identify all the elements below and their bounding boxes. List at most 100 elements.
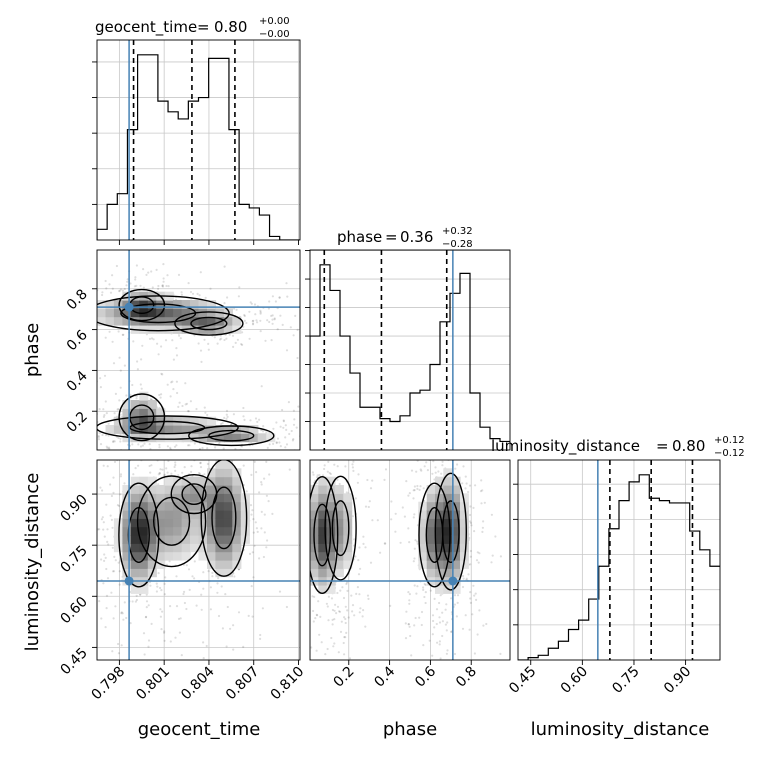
panel-phase-vs-geocent-time-sample-point bbox=[238, 286, 241, 289]
panel-distance-vs-geocent-time-density-cell bbox=[139, 526, 149, 536]
panel-phase-vs-geocent-time-sample-point bbox=[99, 386, 102, 389]
panel-distance-vs-phase-density-cell bbox=[310, 501, 319, 511]
panel-distance-vs-geocent-time-sample-point bbox=[100, 558, 103, 561]
panel-distance-vs-geocent-time-density-cell bbox=[130, 526, 140, 536]
panel-distance-vs-geocent-time-sample-point bbox=[161, 468, 164, 471]
panel-phase-vs-geocent-time-sample-point bbox=[293, 418, 296, 421]
panel-distance-vs-geocent-time-density-cell bbox=[240, 501, 250, 511]
panel-distance-vs-phase-sample-point bbox=[300, 553, 302, 555]
x-tick-label-phase: 0.6 bbox=[412, 663, 439, 690]
panel-distance-vs-geocent-time-sample-point bbox=[147, 639, 151, 642]
panel-phase-vs-geocent-time-sample-point bbox=[268, 300, 271, 303]
panel-distance-vs-phase-sample-point bbox=[324, 686, 326, 688]
panel-phase-vs-geocent-time-sample-point bbox=[193, 334, 196, 337]
panel-distance-vs-geocent-time-sample-point bbox=[170, 472, 173, 475]
panel-phase-vs-geocent-time-sample-point bbox=[105, 412, 108, 415]
panel-distance-vs-phase-density-cell bbox=[318, 493, 328, 503]
panel-distance-vs-geocent-time-sample-point bbox=[252, 531, 255, 534]
panel-distance-vs-geocent-time-sample-point bbox=[126, 451, 128, 453]
panel-distance-vs-phase-sample-point bbox=[481, 489, 484, 492]
panel-distance-vs-geocent-time-density-cell bbox=[190, 493, 200, 503]
panel-distance-vs-phase-sample-point bbox=[468, 484, 472, 487]
panel-phase-vs-geocent-time-sample-point bbox=[322, 457, 324, 459]
panel-phase-vs-geocent-time-sample-point bbox=[97, 436, 100, 439]
panel-distance-vs-phase-density-cell bbox=[335, 485, 344, 494]
panel-distance-vs-geocent-time-sample-point bbox=[145, 600, 149, 603]
panel-distance-vs-phase-frame bbox=[309, 459, 511, 661]
panel-distance-vs-geocent-time-sample-point bbox=[251, 551, 254, 554]
panel-phase-vs-geocent-time-sample-point bbox=[53, 383, 55, 385]
panel-phase-vs-geocent-time-sample-point bbox=[112, 440, 115, 443]
panel-distance-vs-geocent-time-sample-point bbox=[111, 526, 114, 529]
panel-phase-vs-geocent-time-sample-point bbox=[105, 287, 108, 290]
panel-phase-vs-geocent-time-sample-point bbox=[119, 413, 122, 416]
panel-distance-vs-phase-sample-point bbox=[453, 603, 456, 606]
panel-distance-vs-geocent-time-density-cell bbox=[207, 485, 217, 494]
panel-distance-vs-phase-sample-point bbox=[301, 529, 303, 531]
panel-phase-vs-geocent-time-sample-point bbox=[140, 387, 143, 390]
panel-distance-vs-geocent-time-density-cell bbox=[232, 501, 242, 511]
panel-distance-vs-geocent-time-sample-point bbox=[149, 584, 152, 587]
panel-phase-vs-geocent-time-sample-point bbox=[119, 440, 122, 443]
panel-phase-vs-geocent-time-sample-point bbox=[258, 457, 260, 459]
panel-phase-vs-geocent-time-contour bbox=[97, 295, 230, 332]
panel-distance-vs-geocent-time-density-cell bbox=[147, 476, 157, 486]
panel-distance-vs-phase-sample-point bbox=[413, 485, 416, 488]
panel-distance-vs-phase-sample-point bbox=[416, 484, 419, 488]
panel-distance-vs-geocent-time-sample-point bbox=[112, 491, 115, 494]
panel-phase-vs-geocent-time-sample-point bbox=[307, 447, 309, 449]
panel-distance-vs-geocent-time-sample-point bbox=[155, 582, 158, 585]
panel-distance-vs-phase-sample-point bbox=[348, 456, 350, 458]
panel-distance-vs-phase-sample-point bbox=[320, 457, 322, 459]
panel-distance-vs-geocent-time-density-cell bbox=[173, 493, 183, 503]
panel-distance-vs-phase-density-cell bbox=[343, 526, 353, 536]
panel-distance-vs-phase-density-cell bbox=[418, 526, 428, 536]
panel-phase-vs-geocent-time-sample-point bbox=[158, 443, 161, 446]
panel-phase-vs-geocent-time-density-cell bbox=[190, 300, 200, 309]
panel-distance-vs-geocent-time-density-cell bbox=[122, 560, 132, 569]
panel-distance-vs-phase-density-cell bbox=[418, 518, 428, 528]
panel-distance-vs-geocent-time-sample-point bbox=[134, 467, 137, 470]
panel-distance-vs-geocent-time-sample-point bbox=[193, 560, 196, 563]
panel-distance-vs-geocent-time-sample-point bbox=[98, 528, 101, 531]
panel-phase-vs-geocent-time-density-cell bbox=[164, 308, 174, 318]
panel-distance-vs-phase-sample-point bbox=[491, 554, 494, 557]
panel-phase-vs-geocent-time-sample-point bbox=[242, 415, 245, 418]
panel-distance-vs-geocent-time-sample-point bbox=[252, 518, 255, 521]
panel-distance-vs-phase-sample-point bbox=[469, 555, 472, 558]
panel-distance-vs-geocent-time-sample-point bbox=[105, 503, 108, 506]
panel-phase-vs-geocent-time-contour bbox=[188, 425, 275, 447]
panel-distance-vs-phase-density-cell bbox=[426, 501, 436, 511]
panel-distance-vs-geocent-time-sample-point bbox=[116, 504, 119, 507]
panel-distance-vs-phase-sample-point bbox=[413, 547, 416, 550]
panel-phase-vs-geocent-time-density-cell bbox=[122, 425, 132, 434]
panel-distance-vs-geocent-time-sample-point bbox=[164, 576, 167, 579]
panel-distance-vs-geocent-time-sample-point bbox=[123, 601, 126, 604]
panel-distance-vs-geocent-time-density-cell bbox=[156, 493, 166, 503]
panel-phase-vs-geocent-time-sample-point bbox=[196, 292, 199, 295]
panel-phase-vs-geocent-time-sample-point bbox=[254, 313, 257, 316]
panel-distance-vs-geocent-time-density-cell bbox=[232, 493, 242, 503]
panel-distance-vs-geocent-time-sample-point bbox=[163, 593, 166, 596]
panel-distance-vs-phase-sample-point bbox=[355, 592, 358, 596]
panel-distance-vs-geocent-time-sample-point bbox=[226, 605, 229, 609]
title-plus: +0.32 bbox=[442, 226, 473, 237]
panel-distance-vs-phase-density-cell bbox=[343, 560, 353, 569]
panel-distance-vs-phase-sample-point bbox=[423, 595, 426, 599]
panel-distance-vs-geocent-time-density-cell bbox=[122, 543, 132, 553]
panel-distance-vs-phase-sample-point bbox=[474, 592, 477, 595]
panel-phase-vs-geocent-time-sample-point bbox=[137, 456, 139, 458]
panel-distance-vs-geocent-time-density-cell bbox=[156, 518, 166, 528]
panel-distance-vs-geocent-time-density-cell bbox=[156, 485, 166, 494]
panel-distance-vs-phase-sample-point bbox=[453, 652, 457, 656]
panel-phase-vs-geocent-time-sample-point bbox=[45, 426, 47, 428]
panel-phase-vs-geocent-time-sample-point bbox=[290, 429, 293, 433]
panel-distance-vs-phase-sample-point bbox=[307, 481, 309, 483]
panel-phase-vs-geocent-time-density-cell bbox=[147, 400, 157, 409]
panel-phase-vs-geocent-time-sample-point bbox=[278, 296, 281, 299]
panel-phase-vs-geocent-time-sample-point bbox=[266, 319, 269, 322]
panel-distance-vs-geocent-time-sample-point bbox=[163, 582, 166, 586]
panel-distance-vs-geocent-time-sample-point bbox=[157, 473, 160, 476]
panel-distance-vs-geocent-time-sample-point bbox=[163, 631, 166, 634]
panel-phase-vs-geocent-time-sample-point bbox=[126, 278, 129, 281]
